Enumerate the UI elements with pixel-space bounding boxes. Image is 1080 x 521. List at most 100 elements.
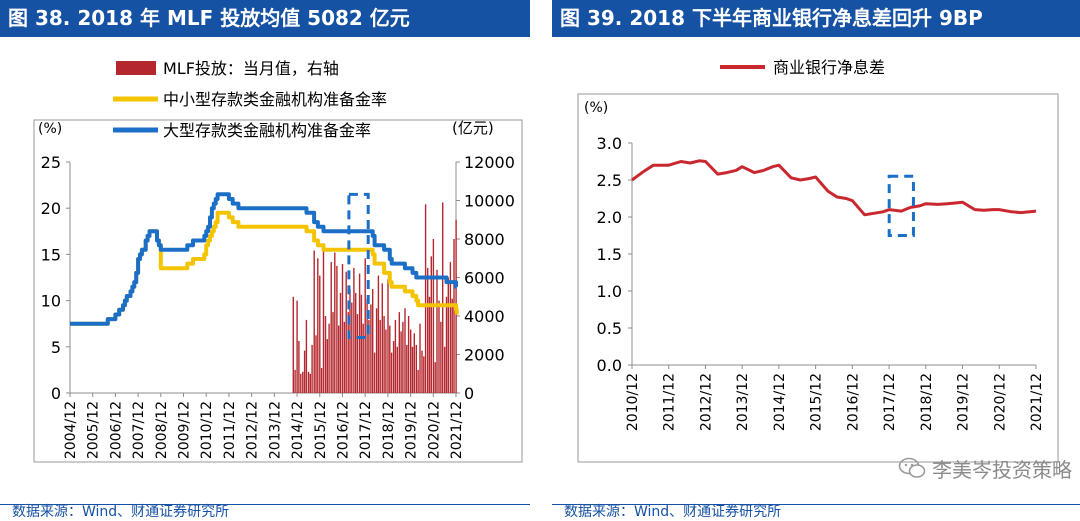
y-tick-label: 1.0 (597, 282, 622, 301)
mlf-bar (368, 319, 370, 393)
mlf-bar (381, 283, 383, 393)
x-tick-label: 2019/12 (404, 401, 420, 459)
mlf-bar (406, 344, 408, 393)
left-source-divider (0, 504, 530, 505)
mlf-bar (430, 256, 432, 393)
x-tick-label: 2009/12 (177, 401, 193, 459)
y-axis-unit: (%) (584, 100, 608, 116)
x-tick-label: 2012/12 (698, 373, 714, 431)
mlf-bar (362, 323, 364, 393)
mlf-bar (449, 262, 452, 393)
mlf-bar (360, 294, 363, 393)
mlf-bar (372, 289, 374, 393)
mlf-bar (320, 368, 323, 393)
mlf-bar (389, 325, 391, 393)
y-tick-label: 2.5 (597, 171, 622, 190)
mlf-bar (300, 373, 302, 394)
mlf-bar (451, 298, 453, 393)
right-source-divider (552, 504, 1080, 505)
mlf-bar (436, 269, 438, 393)
y2-tick-label: 6000 (464, 269, 505, 288)
y-tick-label: 1.5 (597, 245, 622, 264)
nim-line (631, 159, 1037, 217)
mlf-bar (353, 267, 355, 393)
x-tick-label: 2016/12 (335, 401, 351, 459)
mlf-bar (302, 371, 304, 393)
y-axis-unit: (%) (38, 121, 62, 137)
mlf-bar (410, 329, 412, 393)
mlf-bar (402, 321, 404, 393)
mlf-bar (317, 258, 319, 394)
x-tick-label: 2020/12 (992, 373, 1008, 431)
mlf-bar (370, 304, 372, 393)
y-tick-label: 3.0 (597, 134, 622, 153)
mlf-bar (390, 352, 393, 393)
mlf-bar (394, 319, 397, 393)
mlf-bar (387, 279, 389, 393)
mlf-bar (417, 369, 419, 393)
mlf-bar (330, 262, 332, 393)
mlf-bar (307, 371, 310, 393)
plot-frame (33, 119, 523, 463)
x-tick-label: 2012/12 (245, 401, 261, 459)
x-tick-label: 2015/12 (313, 401, 329, 459)
mlf-bar (373, 352, 376, 393)
x-tick-label: 2018/12 (919, 373, 935, 431)
x-tick-label: 2011/12 (662, 373, 678, 431)
nim-chart: 商业银行净息差 (%) 0.0 0.5 1.0 1.5 2.0 2.5 3.0 2010/12 20… (577, 58, 1059, 463)
x-tick-label: 2005/12 (86, 401, 102, 459)
mlf-bar (343, 321, 346, 393)
large-rrr-line (70, 192, 458, 326)
mlf-bar (332, 312, 334, 393)
mlf-bar (305, 319, 308, 393)
x-tick-label: 2015/12 (809, 373, 825, 431)
x-tick-label: 2018/12 (381, 401, 397, 459)
mlf-bar (440, 321, 442, 393)
mlf-bar (453, 239, 455, 393)
mlf-bar (326, 339, 328, 393)
x-tick-label: 2017/12 (882, 373, 898, 431)
x-tick-label: 2011/12 (222, 401, 238, 459)
mlf-bar (379, 319, 381, 393)
mlf-bar (428, 296, 431, 394)
mlf-bar (324, 316, 327, 393)
mlf-bar (292, 296, 294, 394)
mlf-bar (336, 265, 338, 393)
mlf-bar (366, 298, 368, 393)
wechat-icon (898, 457, 926, 478)
y2-tick-label: 8000 (464, 230, 505, 249)
x-tick-label: 2008/12 (154, 401, 170, 459)
x-tick-label: 2016/12 (845, 373, 861, 431)
mlf-bar (319, 275, 321, 393)
mlf-bar (385, 329, 387, 393)
y-tick-label: 10 (41, 292, 61, 311)
x-tick-label: 2013/12 (267, 401, 283, 459)
legend-swatch-mlf (116, 61, 156, 75)
mlf-bar (315, 335, 317, 394)
plot-frame (577, 93, 1059, 463)
mlf-bar (309, 373, 311, 394)
mlf-bar (341, 264, 344, 393)
mlf-bar (442, 202, 444, 393)
y-tick-label: 25 (41, 153, 61, 172)
mlf-bar (356, 314, 359, 393)
mlf-bar (447, 277, 449, 393)
y2-axis-unit: (亿元) (452, 119, 494, 137)
mlf-bar (377, 275, 380, 393)
x-tick-label: 2021/12 (449, 401, 465, 459)
mlf-bar (338, 325, 340, 393)
mlf-bar (383, 316, 385, 393)
mlf-bar (404, 308, 406, 393)
mlf-bar (375, 308, 378, 393)
mlf-bar (349, 289, 351, 393)
mlf-bar (432, 239, 435, 393)
x-tick-label: 2010/12 (625, 373, 641, 431)
mlf-bar (421, 350, 423, 393)
x-tick-label: 2004/12 (63, 401, 79, 459)
x-tick-label: 2019/12 (956, 373, 972, 431)
y2-tick-label: 0 (464, 384, 474, 403)
highlight-box-2018h2 (887, 174, 915, 238)
mlf-bar (294, 369, 296, 393)
mlf-bar (351, 302, 353, 393)
